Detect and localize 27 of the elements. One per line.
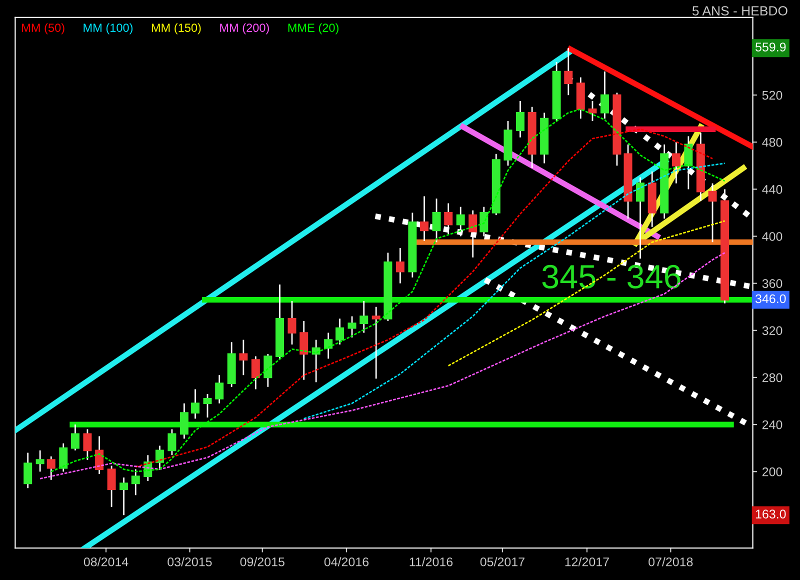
- annotation: 345 - 346: [542, 264, 680, 289]
- x-tick-label: 11/2016: [410, 557, 453, 566]
- text: MM (150): [152, 23, 201, 34]
- y-tick-label: 320: [762, 326, 782, 336]
- y-tick-label: 440: [762, 185, 782, 194]
- text: MME (20): [288, 23, 338, 34]
- x-tick-label: 05/2017: [480, 557, 524, 566]
- y-tick-label: 200: [762, 467, 782, 476]
- text: MM (50): [22, 23, 64, 34]
- y-tick-label: 520: [762, 90, 782, 100]
- y-tick-label: 480: [762, 138, 782, 147]
- x-tick-label: 03/2015: [168, 557, 212, 566]
- annotation: 163.0: [756, 510, 786, 519]
- y-tick-label: 400: [762, 232, 782, 241]
- x-tick-label: 09/2015: [240, 557, 284, 566]
- x-tick-label: 08/2014: [84, 557, 128, 566]
- x-tick-label: 12/2017: [565, 557, 609, 566]
- text: MM (200): [220, 23, 269, 34]
- y-tick-label: 360: [762, 279, 782, 288]
- text: MM (100): [84, 23, 133, 34]
- x-tick-label: 07/2018: [648, 557, 693, 566]
- y-tick-label: 240: [762, 420, 782, 430]
- chart-title: 5 ANS - HEBDO: [692, 6, 788, 16]
- annotation: 559.9: [756, 42, 786, 52]
- annotation: 346.0: [755, 294, 786, 304]
- x-tick-label: 04/2016: [324, 557, 369, 566]
- y-tick-label: 280: [762, 373, 782, 382]
